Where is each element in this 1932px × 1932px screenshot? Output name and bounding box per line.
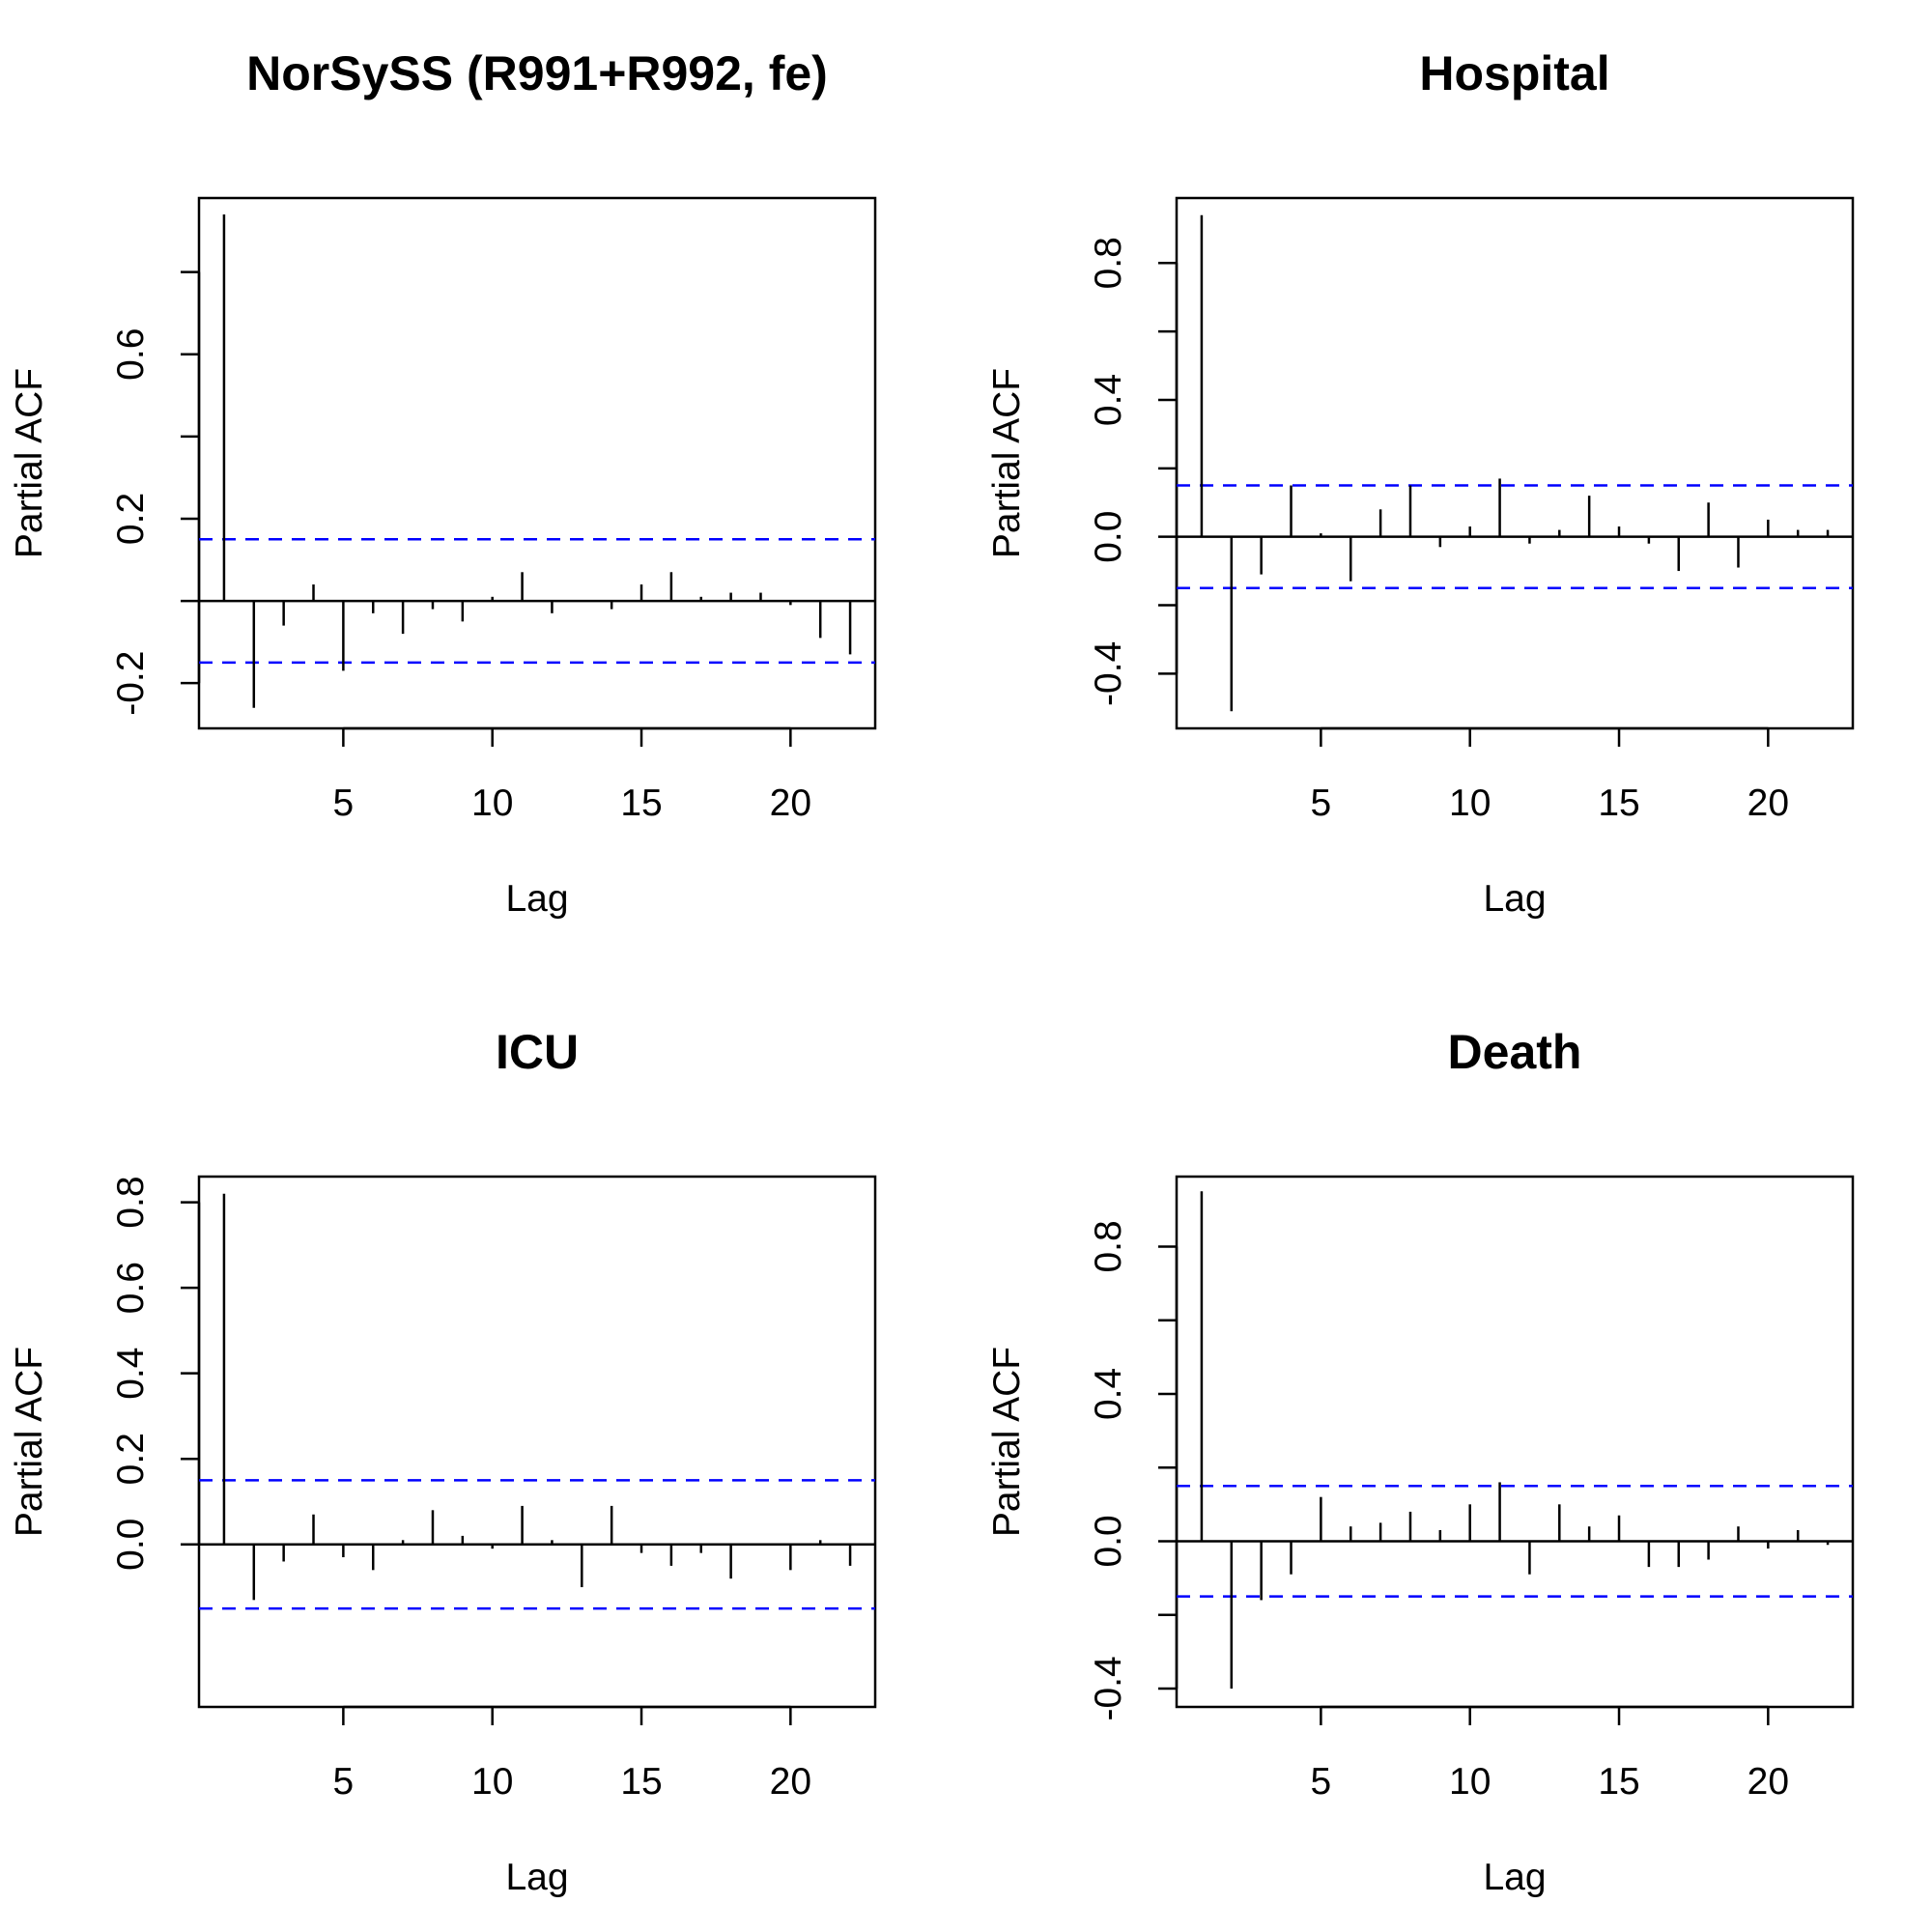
x-tick-label: 15 — [1598, 1761, 1639, 1803]
x-tick-label: 20 — [770, 1761, 811, 1803]
y-tick-label: 0.4 — [1088, 374, 1129, 426]
y-axis-label: Partial ACF — [9, 368, 50, 558]
pacf-panel-2: Hospital Lag Partial ACF 5 10 15 20 -0.4 0.0 0.4 0… — [986, 46, 1855, 920]
y-axis-label: Partial ACF — [986, 368, 1028, 558]
chart-title: Death — [1448, 1025, 1582, 1079]
pacf-panel-1: NorSySS (R991+R992, fe) Lag Partial ACF 5 10… — [9, 46, 877, 920]
x-tick-label: 20 — [1747, 1761, 1789, 1803]
pacf-panel-4: Death Lag Partial ACF 5 10 15 20 -0.4 0.0 0.4 0.8 — [986, 1025, 1855, 1898]
x-tick-label: 10 — [1449, 782, 1491, 824]
y-tick-label: -0.4 — [1088, 641, 1129, 706]
plot-frame — [197, 196, 877, 730]
x-tick-label: 5 — [1311, 1761, 1332, 1803]
y-tick-label: -0.2 — [110, 651, 152, 716]
plot-frame — [1175, 196, 1855, 730]
y-tick-label: 0.6 — [110, 328, 152, 381]
y-tick-label: -0.4 — [1088, 1656, 1129, 1720]
plot-frame — [197, 1175, 877, 1709]
y-axis-label: Partial ACF — [986, 1347, 1028, 1537]
y-tick-label: 0.0 — [1088, 511, 1129, 563]
chart-title: ICU — [496, 1025, 579, 1079]
y-tick-label: 0.0 — [1088, 1515, 1129, 1567]
y-tick-label: 0.6 — [110, 1262, 152, 1314]
y-tick-label: 0.8 — [1088, 237, 1129, 289]
x-tick-label: 5 — [333, 1761, 355, 1803]
x-tick-label: 15 — [620, 1761, 662, 1803]
y-tick-label: 0.0 — [110, 1519, 152, 1571]
x-tick-label: 15 — [1598, 782, 1639, 824]
x-tick-label: 20 — [770, 782, 811, 824]
x-tick-label: 5 — [1311, 782, 1332, 824]
y-tick-label: 0.4 — [110, 1348, 152, 1400]
chart-title: NorSySS (R991+R992, fe) — [246, 46, 828, 100]
y-axis-label: Partial ACF — [9, 1347, 50, 1537]
x-axis-label: Lag — [1483, 1857, 1546, 1898]
x-tick-label: 15 — [620, 782, 662, 824]
x-axis-label: Lag — [505, 1857, 568, 1898]
y-tick-label: 0.2 — [110, 493, 152, 545]
y-tick-label: 0.8 — [110, 1176, 152, 1228]
chart-title: Hospital — [1419, 46, 1609, 100]
x-axis-label: Lag — [505, 878, 568, 920]
y-tick-label: 0.8 — [1088, 1220, 1129, 1272]
y-tick-label: 0.2 — [110, 1433, 152, 1485]
x-tick-label: 20 — [1747, 782, 1789, 824]
x-tick-label: 10 — [1449, 1761, 1491, 1803]
y-tick-label: 0.4 — [1088, 1368, 1129, 1420]
plot-frame — [1175, 1175, 1855, 1709]
x-tick-label: 5 — [333, 782, 355, 824]
x-tick-label: 10 — [471, 782, 513, 824]
pacf-panel-3: ICU Lag Partial ACF 5 10 15 20 0.0 0.2 0.4 0.6 0.8 — [9, 1025, 877, 1898]
x-tick-label: 10 — [471, 1761, 513, 1803]
x-axis-label: Lag — [1483, 878, 1546, 920]
